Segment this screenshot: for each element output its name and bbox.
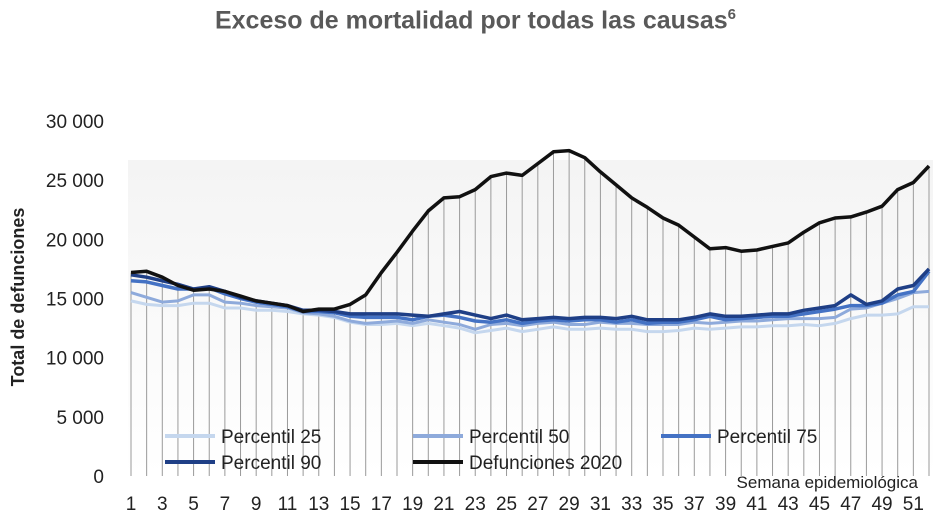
x-tick-label: 47 (840, 494, 861, 515)
x-tick-label: 35 (652, 494, 673, 515)
x-tick-label: 9 (251, 494, 262, 515)
x-tick-label: 5 (188, 494, 199, 515)
x-tick-label: 17 (371, 494, 392, 515)
chart-title-superscript: 6 (727, 6, 737, 23)
legend-label: Percentil 50 (469, 427, 569, 448)
legend-item: Percentil 90 (165, 453, 321, 474)
x-tick-label: 45 (809, 494, 830, 515)
x-tick-label: 13 (308, 494, 329, 515)
x-tick-label: 23 (465, 494, 486, 515)
legend-item: Defunciones 2020 (413, 453, 622, 474)
x-tick-label: 3 (157, 494, 168, 515)
legend-label: Percentil 90 (221, 453, 321, 474)
x-tick-label: 49 (871, 494, 892, 515)
x-tick-label: 31 (590, 494, 611, 515)
chart-title: Exceso de mortalidad por todas las causa… (0, 6, 951, 35)
series-lines (130, 148, 931, 335)
x-tick-label: 41 (746, 494, 767, 515)
series-line-percentil-50 (130, 289, 930, 331)
legend-item: Percentil 25 (165, 427, 321, 448)
x-tick-label: 37 (684, 494, 705, 515)
x-tick-label: 11 (278, 494, 298, 515)
x-tick-label: 39 (715, 494, 736, 515)
y-tick-label: 25 000 (46, 171, 104, 192)
y-tick-label: 30 000 (46, 112, 104, 133)
y-tick-label: 0 (93, 467, 104, 488)
y-tick-label: 15 000 (46, 290, 104, 311)
y-tick-label: 10 000 (46, 349, 104, 370)
y-tick-label: 5 000 (56, 408, 104, 429)
series-line-defunciones-2020 (130, 148, 931, 314)
x-tick-label: 27 (527, 494, 548, 515)
x-tick-label: 7 (220, 494, 231, 515)
legend-label: Defunciones 2020 (469, 453, 622, 474)
legend-item: Percentil 75 (661, 427, 817, 448)
chart-title-text: Exceso de mortalidad por todas las causa… (214, 6, 728, 35)
x-tick-label: 19 (402, 494, 423, 515)
x-tick-label: 33 (621, 494, 642, 515)
x-tick-label: 25 (496, 494, 517, 515)
legend-item: Percentil 50 (413, 427, 569, 448)
x-tick-label: 43 (778, 494, 799, 515)
y-axis-label: Total de defunciones (8, 208, 28, 387)
y-axis-ticks: 0 5 000 10 000 15 000 20 000 25 000 30 000 (46, 112, 104, 488)
x-axis-ticks: 1 3 5 7 9 11 13 15 17 19 21 23 25 27 29 31 33 35 37 39 41 43 4… (126, 494, 924, 515)
y-tick-label: 20 000 (46, 230, 104, 251)
x-tick-label: 15 (339, 494, 360, 515)
x-tick-label: 51 (903, 494, 924, 515)
legend: Percentil 25 Percentil 50 Percentil 75 Perc… (165, 427, 817, 474)
legend-label: Percentil 25 (221, 427, 321, 448)
x-axis-label: Semana epidemiológica (737, 473, 919, 492)
legend-label: Percentil 75 (717, 427, 817, 448)
x-tick-label: 29 (559, 494, 580, 515)
series-line-percentil-25 (130, 299, 929, 335)
x-tick-label: 21 (433, 494, 454, 515)
x-tick-label: 1 (126, 494, 137, 515)
